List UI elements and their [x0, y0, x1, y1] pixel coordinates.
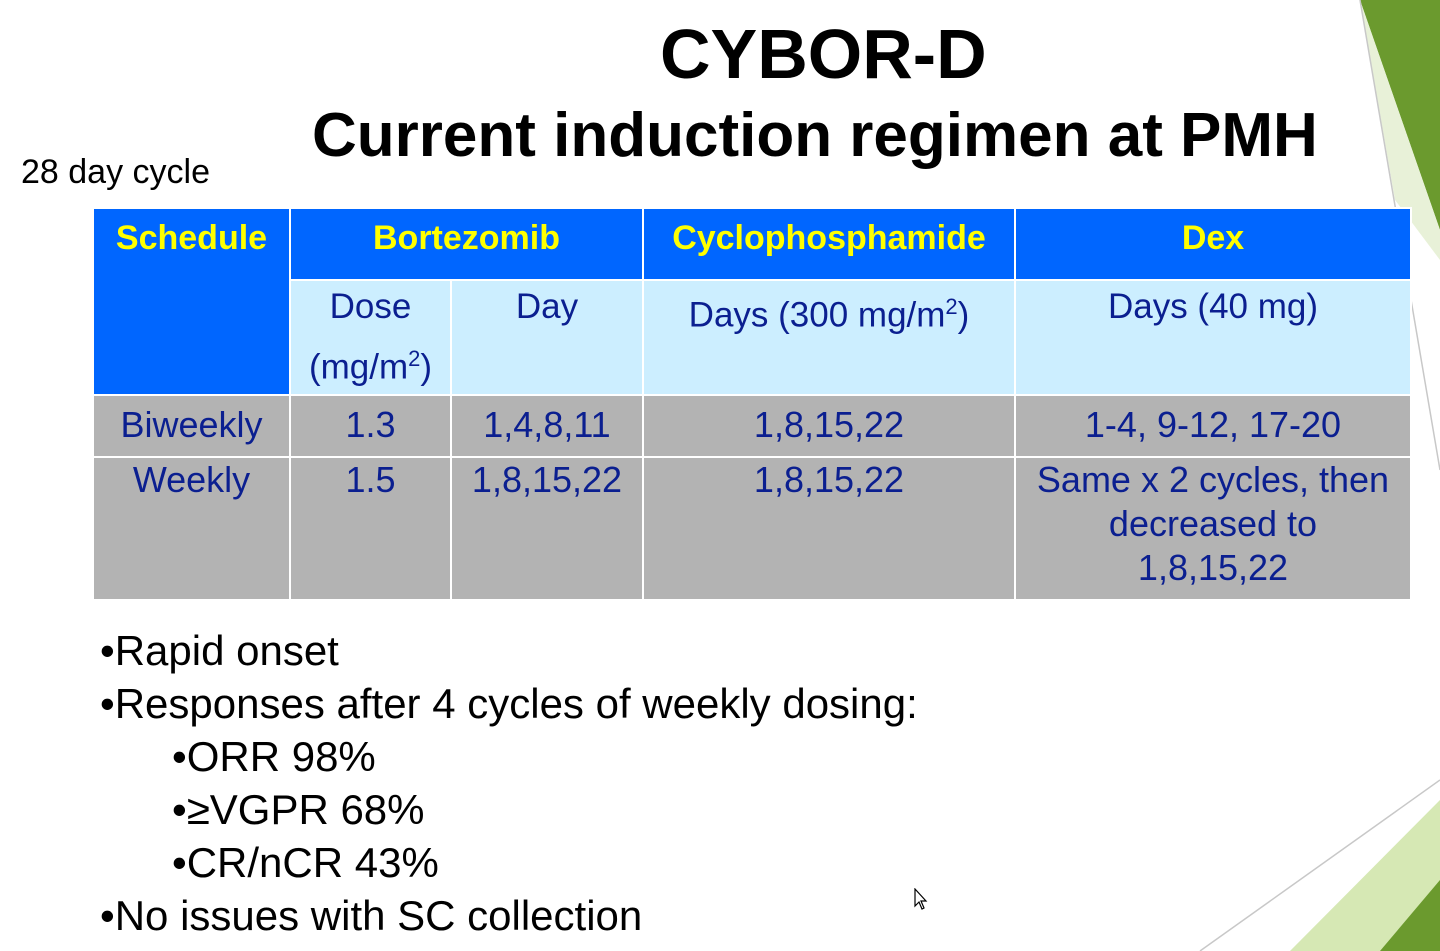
cell-dose: 1.3	[289, 393, 452, 458]
regimen-table: Schedule Bortezomib Cyclophosphamide Dex…	[92, 207, 1412, 601]
bullet-item: •Responses after 4 cycles of weekly dosi…	[100, 680, 918, 727]
thin-line-bottom	[1199, 779, 1440, 951]
table-row-biweekly: Biweekly 1.3 1,4,8,11 1,8,15,22 1-4, 9-1…	[92, 393, 1412, 458]
slide-title: CYBOR-D	[660, 15, 987, 93]
cell-day: 1,4,8,11	[450, 393, 644, 458]
bullet-item: •No issues with SC collection	[100, 892, 643, 939]
mouse-cursor-icon	[914, 888, 928, 910]
cell-dex-line: decreased to	[1108, 502, 1318, 544]
header-dex: Dex	[1014, 207, 1412, 281]
green-accent-bottom	[1380, 880, 1440, 951]
subheader-dose-line1: Dose	[329, 287, 412, 326]
cell-schedule: Weekly	[92, 455, 291, 601]
green-accent-top-light	[1360, 0, 1440, 260]
subheader-dose-close: )	[420, 347, 433, 387]
cell-cyclo-days: 1,8,15,22	[642, 455, 1016, 601]
cycle-label: 28 day cycle	[21, 153, 210, 191]
cell-day: 1,8,15,22	[450, 455, 644, 601]
header-bortezomib: Bortezomib	[289, 207, 644, 281]
slide-subtitle: Current induction regimen at PMH	[312, 101, 1318, 170]
cell-dex-line: 1-4, 9-12, 17-20	[1084, 403, 1342, 445]
subheader-dose-sup: 2	[408, 346, 421, 371]
subheader-cyclo-days: Days (300 mg/m2)	[642, 279, 1016, 396]
cell-schedule: Biweekly	[92, 393, 291, 458]
subheader-cyclo-text: Days (300 mg/m	[688, 295, 946, 335]
table-header-row: Schedule Bortezomib Cyclophosphamide Dex	[92, 207, 1412, 396]
cell-dex-line: 1,8,15,22	[1137, 546, 1289, 588]
header-schedule: Schedule	[92, 207, 291, 396]
bullet-subitem: •≥VGPR 68%	[172, 786, 425, 833]
subheader-cyclo-sup: 2	[945, 294, 958, 319]
cell-dex-days: Same x 2 cycles, then decreased to 1,8,1…	[1014, 455, 1412, 601]
subheader-day: Day	[450, 279, 644, 396]
cell-dex-line: Same x 2 cycles, then	[1036, 458, 1390, 500]
table-subheader-row: Dose (mg/m2) Day Days (300 mg/m2) Days (…	[93, 279, 1412, 396]
subheader-cyclo-close: )	[957, 295, 970, 335]
header-cyclophosphamide: Cyclophosphamide	[642, 207, 1016, 281]
cell-dex-days: 1-4, 9-12, 17-20	[1014, 393, 1412, 458]
bullet-list: •Rapid onset •Responses after 4 cycles o…	[100, 626, 918, 944]
subheader-dose-unit: (mg/m	[308, 347, 409, 387]
green-accent-bottom-light	[1290, 800, 1440, 951]
subheader-dose: Dose (mg/m2)	[289, 279, 452, 396]
subheader-dex-days: Days (40 mg)	[1014, 279, 1412, 396]
bullet-subitem: •ORR 98%	[172, 733, 376, 780]
cell-cyclo-days: 1,8,15,22	[642, 393, 1016, 458]
bullet-item: •Rapid onset	[100, 627, 339, 674]
bullet-subitem: •CR/nCR 43%	[172, 839, 439, 886]
cell-dose: 1.5	[289, 455, 452, 601]
table-row-weekly: Weekly 1.5 1,8,15,22 1,8,15,22 Same x 2 …	[92, 455, 1412, 601]
